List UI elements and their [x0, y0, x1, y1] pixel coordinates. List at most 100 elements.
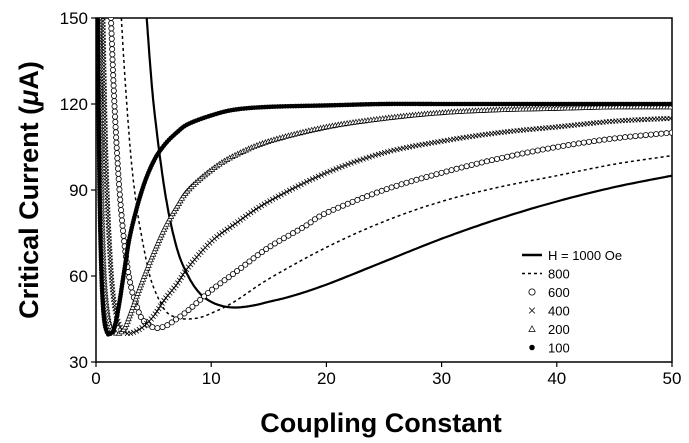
data-point: [529, 148, 536, 155]
data-point: [354, 196, 361, 203]
data-point: [235, 219, 241, 225]
data-point: [148, 253, 156, 260]
data-point: [363, 155, 369, 161]
data-point: [493, 155, 500, 162]
data-point: [570, 141, 577, 148]
y-axis-ticks: 30 60 90 120 150: [60, 9, 96, 372]
data-point: [117, 201, 124, 208]
data-point: [110, 87, 117, 94]
data-point: [580, 139, 587, 146]
data-point: [227, 224, 233, 231]
legend-swatch: [529, 344, 535, 351]
data-point: [112, 118, 119, 125]
data-point: [668, 129, 672, 136]
data-point: [591, 138, 598, 145]
data-point: [250, 255, 257, 262]
series-200: [96, 18, 672, 336]
data-point: [154, 239, 162, 246]
data-point: [224, 226, 230, 232]
data-point: [134, 289, 141, 296]
data-point: [175, 280, 181, 286]
data-point: [309, 176, 316, 182]
data-point: [219, 230, 225, 236]
data-point: [156, 305, 162, 312]
x-tick-label: 0: [91, 369, 100, 388]
data-point: [342, 162, 348, 169]
data-point: [423, 173, 430, 180]
data-point: [109, 66, 116, 73]
data-point: [115, 170, 122, 177]
data-point: [111, 103, 118, 110]
data-point: [289, 186, 296, 192]
data-point: [229, 271, 236, 278]
data-point: [133, 292, 140, 299]
data-point: [301, 180, 307, 186]
data-point: [123, 320, 130, 327]
data-point: [611, 135, 618, 142]
data-point: [144, 264, 151, 271]
data-point: [398, 181, 405, 188]
data-point: [514, 151, 521, 158]
data-point: [112, 124, 119, 131]
data-point: [499, 154, 506, 161]
legend-swatch: [528, 288, 536, 296]
data-point: [391, 147, 397, 153]
data-point: [118, 212, 125, 219]
data-point: [622, 134, 629, 141]
legend-item: 100: [529, 341, 570, 356]
data-point: [303, 222, 310, 229]
data-point: [201, 293, 208, 300]
data-point: [256, 204, 262, 211]
data-point: [114, 165, 121, 172]
data-point: [275, 193, 281, 199]
data-point: [138, 278, 146, 285]
data-point: [130, 329, 137, 336]
data-point: [267, 198, 273, 204]
data-point: [176, 277, 183, 283]
data-point: [119, 217, 126, 224]
y-axis-title: Critical Current (μA): [14, 61, 44, 319]
data-point: [139, 275, 147, 282]
data-point: [181, 310, 188, 317]
data-point: [109, 61, 116, 68]
data-point: [154, 308, 160, 315]
data-point: [357, 157, 363, 163]
data-point: [111, 98, 118, 105]
data-point: [150, 313, 156, 320]
data-point: [394, 146, 400, 153]
data-point: [606, 136, 613, 143]
data-point: [116, 181, 123, 188]
data-point: [413, 176, 420, 183]
legend-item: H = 1000 Oe: [522, 248, 622, 263]
data-point: [333, 166, 339, 172]
data-point: [130, 301, 137, 308]
data-point: [378, 150, 385, 157]
data-point: [113, 139, 120, 146]
data-point: [258, 203, 265, 209]
data-point: [131, 298, 138, 305]
data-point: [324, 169, 330, 176]
data-point: [318, 172, 324, 178]
data-point: [116, 186, 123, 193]
data-point: [248, 209, 254, 216]
data-point: [647, 131, 654, 138]
data-point: [193, 300, 200, 307]
data-point: [112, 113, 119, 120]
data-point: [468, 161, 475, 168]
data-point: [560, 142, 567, 149]
data-point: [109, 56, 116, 63]
y-tick-label: 60: [69, 267, 88, 286]
data-point: [189, 303, 196, 310]
data-point: [384, 149, 391, 155]
data-point: [158, 231, 165, 238]
data-point: [178, 274, 184, 281]
data-point: [519, 150, 526, 157]
x-tick-label: 20: [317, 369, 336, 388]
data-point: [311, 216, 318, 223]
data-point: [344, 200, 351, 207]
data-point: [110, 82, 117, 89]
data-point: [234, 267, 241, 274]
data-point: [280, 235, 287, 242]
data-point: [428, 172, 435, 179]
data-point: [463, 163, 470, 170]
